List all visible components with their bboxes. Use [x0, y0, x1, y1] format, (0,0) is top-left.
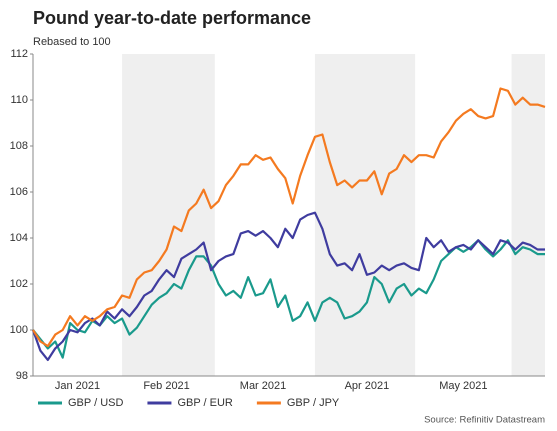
x-tick-label: Mar 2021: [240, 380, 286, 392]
series-line: [32, 239, 545, 359]
month-shade: [511, 54, 545, 376]
legend-label: GBP / EUR: [177, 397, 232, 409]
month-shade: [122, 54, 215, 376]
y-tick-label: 104: [10, 232, 28, 244]
x-tick-label: Jan 2021: [55, 380, 100, 392]
y-tick-label: 110: [10, 94, 28, 106]
x-tick-label: Apr 2021: [345, 380, 390, 392]
y-tick-label: 112: [10, 48, 28, 60]
x-tick-label: May 2021: [439, 380, 487, 392]
y-tick-label: 98: [16, 370, 28, 382]
series-line: [31, 211, 545, 361]
legend-label: GBP / JPY: [287, 397, 340, 409]
chart-subtitle: Rebased to 100: [33, 36, 111, 48]
chart-title: Pound year-to-date performance: [33, 8, 311, 28]
series-line: [32, 87, 546, 348]
y-tick-label: 102: [10, 278, 28, 290]
y-tick-label: 108: [10, 140, 28, 152]
month-shade: [314, 54, 416, 376]
y-tick-label: 106: [10, 186, 28, 198]
x-tick-label: Feb 2021: [143, 380, 189, 392]
y-tick-label: 100: [10, 324, 28, 336]
legend-label: GBP / USD: [68, 397, 123, 409]
source-note: Source: Refinitiv Datastream: [424, 415, 545, 426]
